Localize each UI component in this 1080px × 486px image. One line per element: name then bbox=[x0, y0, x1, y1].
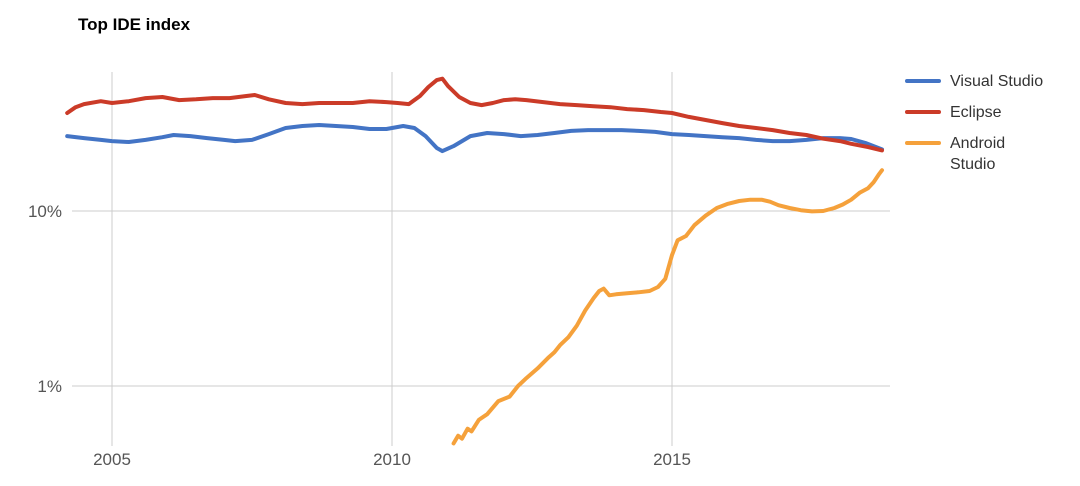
legend-swatch-icon bbox=[905, 79, 941, 83]
legend-swatch-icon bbox=[905, 110, 941, 114]
legend-label: Eclipse bbox=[950, 104, 1002, 121]
legend-item-eclipse: Eclipse bbox=[905, 102, 1050, 123]
x-tick-label: 2015 bbox=[653, 450, 691, 469]
x-tick-label: 2005 bbox=[93, 450, 131, 469]
y-tick-label: 1% bbox=[37, 377, 62, 396]
y-tick-label: 10% bbox=[28, 202, 62, 221]
legend-label: Android Studio bbox=[950, 135, 1006, 173]
x-tick-label: 2010 bbox=[373, 450, 411, 469]
legend: Visual Studio Eclipse Android Studio bbox=[905, 71, 1050, 175]
series-line-eclipse bbox=[65, 76, 884, 153]
chart-title: Top IDE index bbox=[78, 15, 191, 34]
series-line-android-studio bbox=[451, 168, 884, 446]
legend-item-android-studio: Android Studio bbox=[905, 133, 1050, 175]
legend-item-visual-studio: Visual Studio bbox=[905, 71, 1050, 92]
series-line-visual-studio bbox=[65, 123, 884, 154]
legend-label: Visual Studio bbox=[950, 73, 1044, 90]
legend-swatch-icon bbox=[905, 141, 941, 145]
